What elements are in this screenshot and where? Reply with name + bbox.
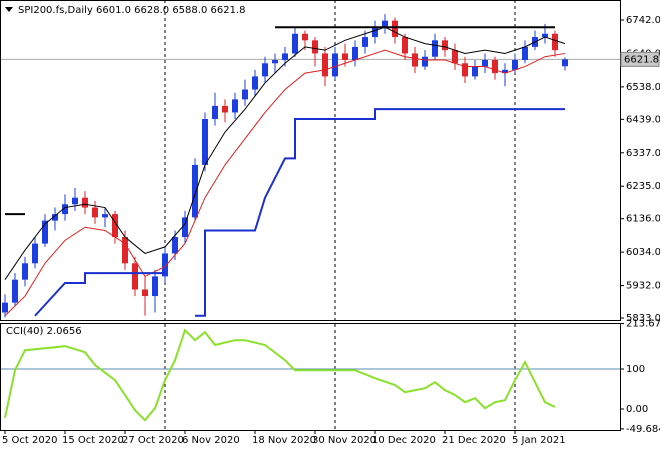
chart-title: SPI200.fs,Daily 6601.0 6628.0 6588.0 662… — [18, 5, 245, 16]
candle-body — [482, 60, 488, 67]
candle-body — [302, 33, 308, 41]
indicator-line — [195, 108, 565, 317]
y-tick-label: 6538.0 — [626, 82, 660, 93]
y-tick-label: 5833.0 — [626, 313, 660, 324]
x-tick-label: 10 Dec 2020 — [372, 435, 436, 446]
y-tick-label: -49.6848 — [626, 424, 660, 435]
candle-body — [492, 60, 498, 74]
candle-body — [152, 276, 158, 297]
x-tick-label: 21 Dec 2020 — [442, 435, 506, 446]
candle-body — [32, 243, 38, 264]
candle-body — [212, 105, 218, 120]
x-tick-label: 6 Nov 2020 — [182, 435, 240, 446]
candle-body — [362, 37, 368, 47]
candle-body — [72, 197, 78, 205]
y-tick-label: 6337.0 — [626, 148, 660, 159]
candle-body — [132, 263, 138, 290]
x-tick-label: 27 Oct 2020 — [122, 435, 184, 446]
y-tick-label: 0.00 — [626, 404, 648, 415]
candle-body — [472, 66, 478, 77]
candle-body — [462, 63, 468, 77]
candle-body — [552, 33, 558, 51]
candle-body — [322, 53, 328, 77]
indicator-line — [34, 272, 165, 317]
candle-body — [542, 33, 548, 38]
indicator-label: CCI(40) 2.0656 — [6, 326, 82, 337]
candle-body — [292, 33, 298, 54]
candle-body — [182, 217, 188, 238]
candle-body — [112, 214, 118, 238]
x-tick-label: 15 Oct 2020 — [62, 435, 124, 446]
candle-body — [502, 69, 508, 74]
x-tick-label: 30 Nov 2020 — [312, 435, 376, 446]
candle-body — [22, 263, 28, 280]
candle-body — [432, 40, 438, 57]
y-tick-label: 213.6786 — [626, 319, 660, 330]
candle-body — [412, 53, 418, 67]
y-tick-label: 6235.0 — [626, 181, 660, 192]
candle-body — [312, 40, 318, 54]
candle-body — [102, 214, 108, 218]
candle-body — [2, 302, 8, 313]
candle-body — [232, 99, 238, 113]
candle-body — [52, 214, 58, 221]
candle-body — [82, 197, 88, 208]
candle-body — [192, 164, 198, 218]
candle-body — [42, 220, 48, 244]
candle-body — [272, 60, 278, 64]
candle-body — [442, 40, 448, 51]
candle-body — [372, 27, 378, 38]
candle-body — [422, 56, 428, 67]
y-tick-label: 100 — [626, 364, 645, 375]
candle-body — [222, 105, 228, 113]
indicator-line — [4, 49, 566, 317]
header-arrow — [5, 7, 13, 12]
price-box-label: 6621.8 — [624, 54, 659, 65]
candle-body — [122, 237, 128, 264]
price-box — [620, 51, 660, 67]
candle-body — [402, 37, 408, 54]
x-tick-label: 5 Oct 2020 — [2, 435, 57, 446]
main-panel — [0, 0, 621, 321]
x-tick-label: 18 Nov 2020 — [252, 435, 316, 446]
x-tick-label: 5 Jan 2021 — [512, 435, 566, 446]
y-tick-label: 6136.0 — [626, 214, 660, 225]
y-tick-label: 6439.0 — [626, 114, 660, 125]
y-tick-label: 6034.0 — [626, 247, 660, 258]
candle-body — [282, 53, 288, 60]
candle-body — [242, 89, 248, 100]
candle-body — [252, 76, 258, 90]
candle-body — [202, 119, 208, 165]
indicator-line — [4, 328, 556, 422]
candle-body — [342, 53, 348, 60]
candle-body — [512, 60, 518, 70]
candle-body — [332, 53, 338, 77]
candle-body — [522, 46, 528, 60]
candle-body — [92, 207, 98, 218]
candle-body — [382, 20, 388, 28]
cci-panel — [0, 323, 621, 431]
candle-body — [452, 50, 458, 64]
y-tick-label: 6742.0 — [626, 15, 660, 26]
y-tick-label: 5932.0 — [626, 281, 660, 292]
candle-body — [12, 279, 18, 303]
candle-body — [162, 253, 168, 277]
candle-body — [172, 237, 178, 254]
candle-body — [562, 59, 568, 67]
candle-body — [262, 63, 268, 77]
candle-body — [62, 204, 68, 215]
candle-body — [392, 20, 398, 38]
candle-body — [142, 289, 148, 297]
candle-body — [352, 46, 358, 60]
indicator-line — [4, 26, 566, 280]
